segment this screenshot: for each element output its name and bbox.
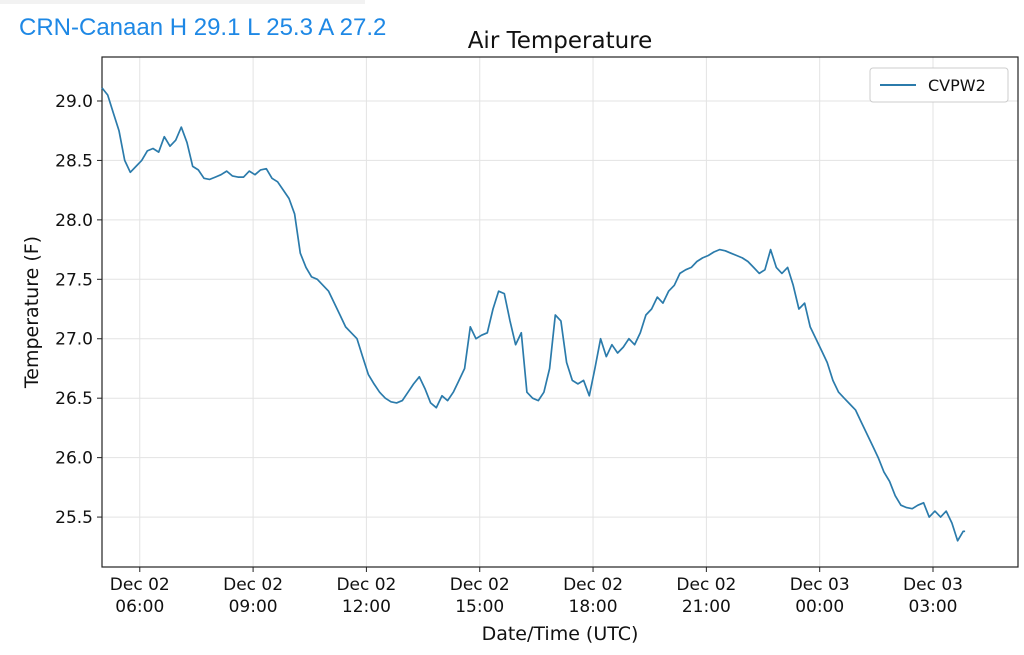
x-tick-label-time: 12:00 — [342, 597, 391, 617]
y-tick-label: 27.0 — [55, 330, 93, 350]
y-tick-label: 27.5 — [55, 270, 93, 290]
x-tick-label-date: Dec 02 — [336, 575, 396, 595]
x-tick-label-time: 00:00 — [795, 597, 844, 617]
y-tick-label: 29.0 — [55, 92, 93, 112]
grid — [102, 57, 1018, 567]
x-tick-label-time: 06:00 — [115, 597, 164, 617]
legend-label-cvpw2: CVPW2 — [928, 76, 986, 95]
x-tick-label-time: 18:00 — [569, 597, 618, 617]
chart-title: Air Temperature — [468, 28, 653, 54]
header-accent-bar — [0, 0, 365, 4]
x-tick-label-date: Dec 02 — [450, 575, 510, 595]
x-tick-label-date: Dec 03 — [790, 575, 850, 595]
x-axis-label: Date/Time (UTC) — [482, 623, 639, 645]
y-axis: 25.5 26.0 26.5 27.0 27.5 28.0 28.5 29.0 — [55, 92, 102, 528]
x-tick-label-date: Dec 02 — [563, 575, 623, 595]
x-tick-label-date: Dec 02 — [223, 575, 283, 595]
y-tick-label: 25.5 — [55, 508, 93, 528]
legend: CVPW2 — [869, 67, 1009, 103]
y-axis-label: Temperature (F) — [21, 236, 43, 389]
plot-area-frame — [101, 56, 1019, 568]
station-summary: CRN-Canaan H 29.1 L 25.3 A 27.2 — [19, 14, 387, 41]
x-tick-label-date: Dec 03 — [903, 575, 963, 595]
y-tick-label: 26.0 — [55, 449, 93, 469]
x-tick-label-time: 15:00 — [455, 597, 504, 617]
x-tick-label-date: Dec 02 — [110, 575, 170, 595]
x-tick-label-date: Dec 02 — [676, 575, 736, 595]
y-tick-label: 28.5 — [55, 151, 93, 171]
y-tick-label: 28.0 — [55, 211, 93, 231]
legend-box — [869, 67, 1009, 103]
series-line-cvpw2 — [101, 87, 966, 542]
x-tick-label-time: 03:00 — [909, 597, 958, 617]
x-tick-label-time: 09:00 — [229, 597, 278, 617]
y-tick-label: 26.5 — [55, 389, 93, 409]
x-tick-label-time: 21:00 — [682, 597, 731, 617]
